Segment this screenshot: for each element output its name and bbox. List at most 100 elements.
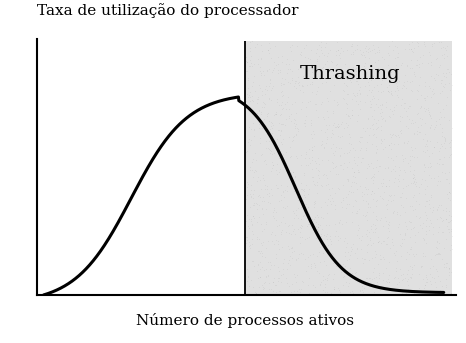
Point [263, 68, 270, 73]
Point [376, 256, 384, 261]
Point [312, 165, 319, 171]
Point [356, 92, 363, 97]
Point [370, 171, 377, 177]
Point [331, 190, 339, 196]
Point [399, 86, 406, 91]
Point [261, 198, 268, 203]
Point [353, 46, 360, 51]
Point [394, 54, 401, 60]
Point [273, 161, 281, 167]
Point [416, 129, 424, 135]
Point [266, 147, 273, 152]
Point [379, 115, 386, 121]
Point [374, 124, 382, 130]
Point [342, 219, 350, 225]
Point [360, 256, 368, 262]
Point [367, 275, 374, 281]
Point [278, 106, 286, 112]
Point [406, 104, 413, 109]
Point [442, 176, 449, 181]
Point [367, 48, 374, 54]
Point [322, 284, 329, 290]
Point [383, 241, 391, 247]
Point [295, 192, 302, 198]
Point [434, 206, 441, 212]
Point [288, 222, 296, 227]
Point [345, 280, 353, 285]
Point [376, 48, 383, 53]
Point [330, 153, 337, 158]
Point [385, 222, 393, 228]
Point [298, 224, 306, 229]
Point [310, 181, 318, 187]
Point [333, 71, 341, 76]
Point [433, 55, 441, 61]
Point [301, 170, 308, 175]
Point [429, 42, 436, 47]
Point [376, 288, 384, 293]
Point [277, 192, 284, 198]
Point [350, 157, 358, 162]
Point [302, 182, 310, 188]
Point [385, 142, 393, 147]
Point [257, 70, 265, 76]
Point [302, 43, 310, 48]
Point [377, 114, 385, 119]
Point [247, 142, 254, 148]
Point [297, 52, 304, 58]
Point [259, 283, 266, 288]
Point [329, 195, 336, 201]
Point [442, 208, 450, 213]
Point [308, 216, 315, 222]
Point [332, 52, 340, 57]
Point [329, 72, 337, 78]
Point [265, 48, 272, 53]
Point [388, 168, 395, 174]
Point [245, 223, 252, 229]
Point [374, 262, 382, 267]
Point [436, 63, 444, 68]
Point [257, 136, 264, 141]
Point [314, 46, 321, 52]
Point [402, 184, 410, 189]
Point [301, 188, 308, 194]
Point [289, 228, 296, 234]
Point [391, 44, 399, 49]
Point [315, 173, 322, 178]
Point [269, 279, 276, 285]
Point [279, 88, 286, 94]
Point [352, 211, 360, 216]
Point [368, 189, 376, 194]
Point [356, 47, 364, 52]
Point [270, 113, 277, 118]
Point [343, 240, 350, 245]
Point [420, 285, 427, 291]
Point [339, 197, 347, 203]
Point [330, 271, 338, 276]
Point [329, 131, 337, 137]
Point [426, 124, 434, 130]
Point [246, 92, 253, 97]
Point [447, 218, 454, 224]
Point [397, 167, 404, 173]
Point [288, 43, 295, 48]
Point [423, 223, 430, 229]
Point [283, 267, 291, 272]
Point [445, 155, 453, 160]
Point [356, 135, 363, 140]
Point [349, 107, 356, 113]
Point [399, 240, 406, 246]
Point [263, 273, 270, 279]
Point [247, 53, 255, 59]
Point [278, 140, 285, 145]
Point [354, 167, 362, 173]
Point [343, 105, 351, 110]
Point [250, 133, 258, 139]
Point [257, 152, 265, 157]
Point [297, 250, 305, 255]
Point [262, 145, 270, 151]
Point [421, 120, 429, 126]
Point [249, 195, 257, 200]
Point [297, 87, 304, 93]
Point [308, 74, 315, 80]
